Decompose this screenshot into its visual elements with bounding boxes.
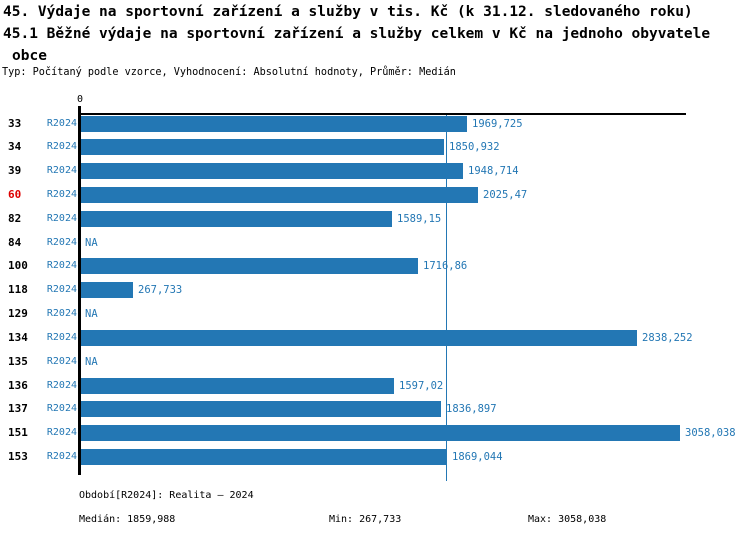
row-category-label: 33: [8, 117, 22, 130]
bar-value-label: NA: [85, 308, 98, 320]
bar-value-label: NA: [85, 237, 98, 249]
bar: [81, 449, 447, 465]
chart-meta-info: Typ: Počítaný podle vzorce, Vyhodnocení:…: [2, 67, 456, 78]
bar: [81, 378, 394, 394]
row-period-label: R2024: [46, 118, 77, 129]
row-period-label: R2024: [46, 237, 77, 248]
median-line: [446, 115, 447, 481]
x-axis-line: [78, 113, 686, 115]
row-period-label: R2024: [46, 213, 77, 224]
bar-value-label: 2838,252: [642, 332, 693, 344]
x-axis-zero-tick-label: 0: [76, 94, 84, 105]
row-category-label: 34: [8, 140, 22, 153]
row-category-label: 136: [8, 379, 28, 392]
bar-value-label: 2025,47: [483, 189, 528, 201]
row-category-label: 137: [8, 402, 28, 415]
footer-median-label: Medián: 1859,988: [79, 514, 176, 525]
row-category-label: 118: [8, 283, 28, 296]
row-period-label: R2024: [46, 380, 77, 391]
bar-value-label: 1850,932: [449, 141, 500, 153]
row-period-label: R2024: [46, 356, 77, 367]
bar-value-label: 1948,714: [468, 165, 519, 177]
bar: [81, 330, 637, 346]
footer-period-label: Období[R2024]: Realita – 2024: [79, 490, 254, 501]
bar-value-label: 1836,897: [446, 403, 497, 415]
row-period-label: R2024: [46, 165, 77, 176]
bar: [81, 116, 467, 132]
y-axis-line: [78, 106, 81, 475]
row-category-label: 39: [8, 164, 22, 177]
row-category-label: 153: [8, 450, 28, 463]
bar-value-label: 1597,02: [399, 380, 444, 392]
row-category-label: 60: [8, 188, 22, 201]
bar-value-label: 3058,038: [685, 427, 736, 439]
bar: [81, 401, 441, 417]
bar: [81, 258, 418, 274]
page-title-line1: 45. Výdaje na sportovní zařízení a služb…: [3, 4, 693, 20]
bar: [81, 211, 392, 227]
bar: [81, 187, 478, 203]
bar: [81, 163, 463, 179]
bar-value-label: 1716,86: [423, 260, 468, 272]
row-category-label: 100: [8, 259, 28, 272]
row-period-label: R2024: [46, 189, 77, 200]
row-category-label: 151: [8, 426, 28, 439]
bar-value-label: 267,733: [138, 284, 183, 296]
footer-max-label: Max: 3058,038: [528, 514, 607, 525]
bar: [81, 139, 444, 155]
row-category-label: 82: [8, 212, 22, 225]
row-period-label: R2024: [46, 403, 77, 414]
row-period-label: R2024: [46, 427, 77, 438]
bar: [81, 282, 133, 298]
bar-value-label: 1869,044: [452, 451, 503, 463]
footer-min-label: Min: 267,733: [329, 514, 402, 525]
bar: [81, 425, 680, 441]
row-category-label: 129: [8, 307, 28, 320]
bar-value-label: 1969,725: [472, 118, 523, 130]
row-period-label: R2024: [46, 141, 77, 152]
row-period-label: R2024: [46, 260, 77, 271]
row-category-label: 134: [8, 331, 28, 344]
bar-value-label: NA: [85, 356, 98, 368]
row-category-label: 84: [8, 236, 22, 249]
row-category-label: 135: [8, 355, 28, 368]
row-period-label: R2024: [46, 332, 77, 343]
bar-value-label: 1589,15: [397, 213, 442, 225]
page-title-line3: obce: [12, 48, 47, 64]
row-period-label: R2024: [46, 308, 77, 319]
row-period-label: R2024: [46, 284, 77, 295]
row-period-label: R2024: [46, 451, 77, 462]
page-title-line2: 45.1 Běžné výdaje na sportovní zařízení …: [3, 26, 711, 42]
